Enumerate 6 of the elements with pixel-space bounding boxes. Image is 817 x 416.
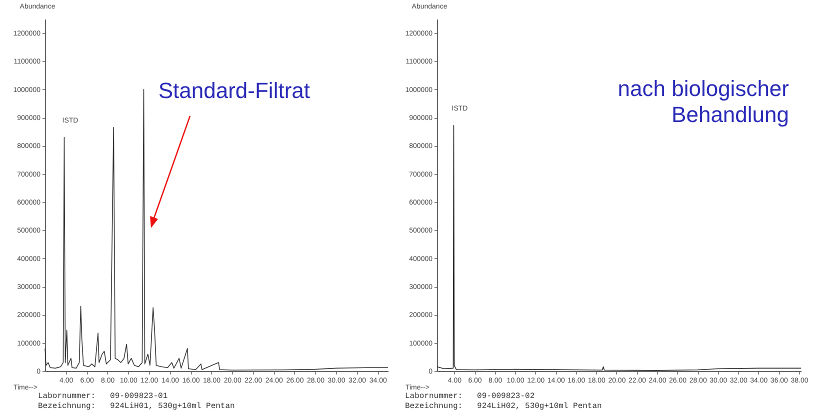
text: Labornummer: 09-009823-01 (38, 392, 168, 401)
text: Bezeichnung: 924LiH01, 530g+10ml Pentan (38, 402, 235, 411)
text: Labornummer: 09-009823-02 (405, 392, 535, 401)
text: nach biologischer Behandlung (616, 76, 789, 128)
text: Bezeichnung: 924LiH02, 530g+10ml Pentan (405, 402, 602, 411)
text: Standard-Filtrat (157, 78, 310, 104)
